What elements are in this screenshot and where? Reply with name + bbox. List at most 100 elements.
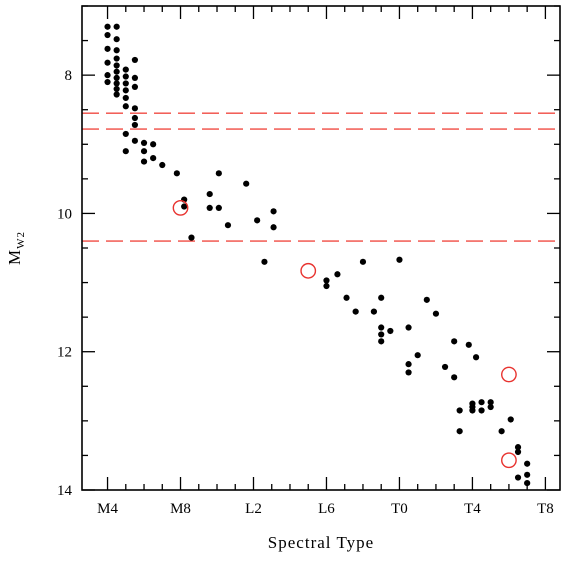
- data-point: [432, 310, 440, 317]
- data-points: [104, 23, 531, 487]
- data-point: [405, 369, 412, 376]
- data-point: [323, 277, 330, 284]
- data-point: [150, 141, 157, 148]
- data-point: [378, 294, 385, 301]
- y-tick-label-12: 12: [57, 345, 72, 361]
- data-point: [122, 80, 129, 87]
- data-point: [215, 170, 222, 177]
- data-point: [122, 103, 129, 110]
- data-point: [140, 158, 148, 165]
- data-point: [122, 66, 129, 73]
- x-tick-label-t8: T8: [537, 501, 554, 517]
- data-point: [104, 78, 111, 86]
- y-axis-label-main: M: [5, 249, 24, 265]
- data-point: [370, 308, 378, 315]
- data-point: [113, 91, 120, 98]
- data-point: [140, 148, 148, 155]
- data-point: [173, 170, 180, 177]
- data-point: [478, 407, 485, 414]
- data-point: [487, 399, 494, 406]
- data-point: [524, 460, 531, 467]
- y-axis-label: MW2: [5, 231, 27, 265]
- data-point: [465, 341, 472, 348]
- data-point: [524, 471, 531, 478]
- data-point: [378, 338, 385, 345]
- data-point: [122, 94, 129, 102]
- data-point: [104, 45, 111, 52]
- y-axis-label-subscript: W2: [15, 231, 27, 249]
- data-point: [451, 338, 458, 345]
- data-point: [159, 161, 166, 169]
- data-point: [472, 354, 480, 361]
- data-point: [113, 23, 120, 30]
- data-point: [323, 282, 330, 290]
- data-point: [131, 83, 139, 90]
- data-point: [122, 87, 129, 94]
- data-point: [423, 296, 430, 303]
- data-point: [359, 258, 367, 265]
- y-tick-labels: 8 10 12 14: [57, 68, 73, 499]
- data-point: [514, 444, 522, 451]
- data-point: [104, 72, 111, 79]
- data-point: [206, 190, 213, 198]
- data-point: [396, 256, 403, 263]
- data-point: [113, 47, 120, 54]
- data-point: [334, 271, 341, 278]
- data-point: [270, 224, 277, 231]
- x-tick-label-l2: L2: [245, 501, 262, 517]
- data-point: [378, 331, 385, 338]
- data-point: [224, 222, 232, 229]
- data-point: [188, 234, 195, 241]
- data-point: [131, 56, 139, 64]
- data-point: [131, 121, 139, 129]
- data-point: [113, 85, 120, 93]
- data-point: [131, 114, 139, 122]
- data-point: [113, 80, 120, 87]
- data-point: [498, 428, 505, 435]
- x-axis-label: Spectral Type: [268, 533, 374, 552]
- x-tick-label-t0: T0: [391, 501, 408, 517]
- data-point: [451, 374, 458, 381]
- axis-ticks: [82, 5, 560, 491]
- highlight-point: [501, 366, 517, 383]
- data-point: [378, 324, 385, 331]
- data-point: [113, 55, 120, 62]
- data-point: [261, 258, 268, 265]
- data-point: [113, 74, 120, 82]
- data-point: [414, 352, 421, 359]
- data-point: [131, 74, 139, 82]
- data-point: [113, 36, 120, 43]
- data-point: [507, 416, 514, 423]
- data-point: [387, 327, 394, 335]
- data-point: [514, 474, 522, 481]
- y-tick-label-10: 10: [57, 206, 72, 222]
- data-point: [104, 31, 111, 39]
- highlight-point: [300, 262, 317, 279]
- data-point: [206, 204, 213, 211]
- x-tick-label-t4: T4: [464, 501, 481, 517]
- data-point: [104, 59, 111, 66]
- data-point: [441, 363, 449, 371]
- data-point: [131, 105, 139, 112]
- data-point: [405, 324, 412, 331]
- data-point: [254, 217, 261, 224]
- data-point: [150, 155, 157, 162]
- x-tick-label-m4: M4: [97, 501, 118, 517]
- data-point: [122, 73, 129, 80]
- data-point: [456, 428, 463, 435]
- reference-lines: [82, 112, 560, 242]
- data-point: [343, 294, 350, 301]
- y-tick-label-8: 8: [65, 68, 73, 84]
- data-point: [181, 203, 188, 210]
- data-point: [514, 448, 522, 456]
- highlight-point: [172, 199, 189, 216]
- data-point: [456, 407, 463, 414]
- x-tick-label-l6: L6: [318, 501, 335, 517]
- x-tick-labels: M4 M8 L2 L6 T0 T4 T8: [97, 501, 554, 517]
- x-tick-label-m8: M8: [170, 501, 191, 517]
- data-point: [215, 204, 222, 211]
- data-point: [122, 148, 129, 155]
- data-point: [524, 479, 531, 487]
